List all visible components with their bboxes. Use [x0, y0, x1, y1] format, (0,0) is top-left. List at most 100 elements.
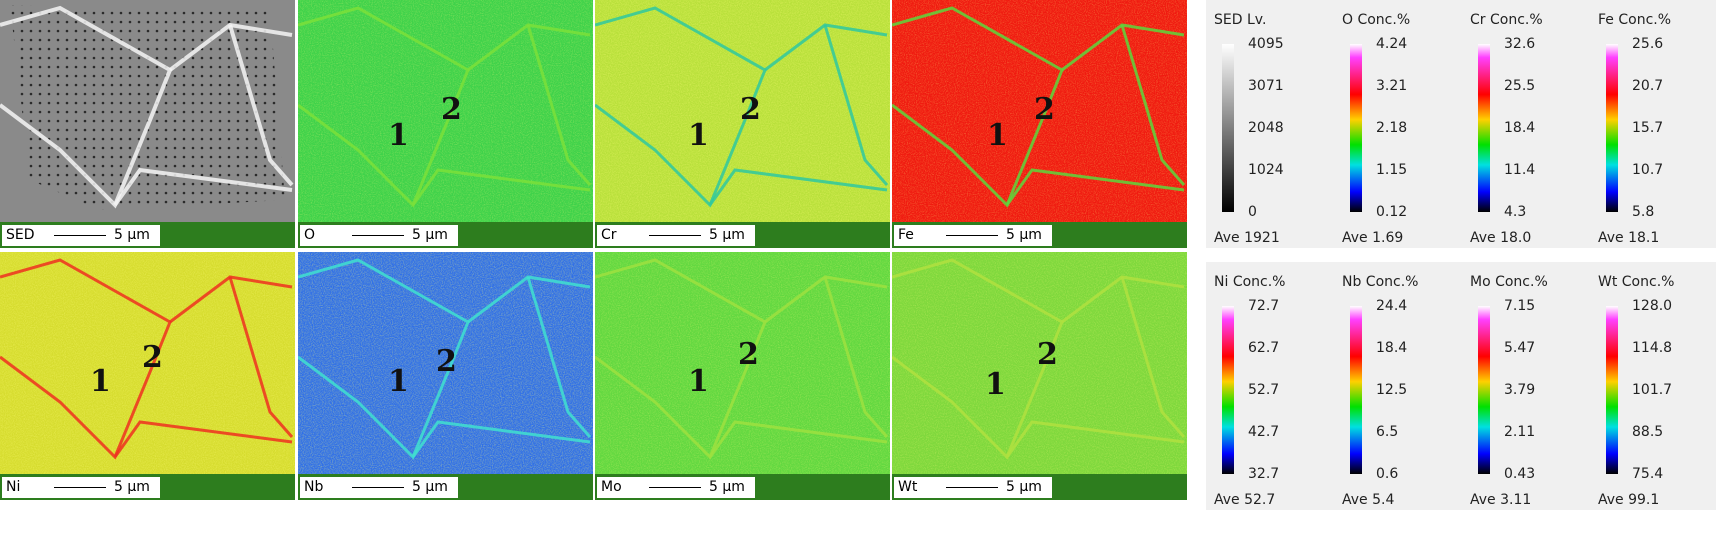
map-image	[0, 0, 295, 222]
point-label: 2	[740, 92, 761, 127]
colorbar-title: Wt Conc.%	[1598, 274, 1675, 290]
colorbar: Mo Conc.% 7.15 5.47 3.79 2.11 0.43 Ave 3.11	[1470, 262, 1595, 510]
colorbar: Nb Conc.% 24.4 18.4 12.5 6.5 0.6 Ave 5.4	[1342, 262, 1467, 510]
colorbar-average: Ave 18.0	[1470, 230, 1532, 246]
map-panel: 1 2 Fe 5 µm	[892, 0, 1187, 248]
map-image	[892, 0, 1187, 222]
scale-bar: Fe 5 µm	[892, 222, 1187, 248]
colorbar-tick: 25.5	[1504, 78, 1536, 94]
colorbar-title: Fe Conc.%	[1598, 12, 1672, 28]
point-label: 2	[1034, 92, 1055, 127]
colorbar-tick: 75.4	[1632, 466, 1664, 482]
scale-bar: Ni 5 µm	[0, 474, 295, 500]
colorbar: Ni Conc.% 72.7 62.7 52.7 42.7 32.7 Ave 52.7	[1214, 262, 1339, 510]
scale-box: Fe 5 µm	[894, 225, 1052, 246]
point-label: 1	[90, 364, 111, 399]
point-label: 1	[987, 118, 1008, 153]
scale-text: 5 µm	[114, 227, 150, 243]
colorbar: O Conc.% 4.24 3.21 2.18 1.15 0.12 Ave 1.69	[1342, 0, 1467, 248]
map-image	[595, 0, 890, 222]
map-image	[595, 252, 890, 474]
scale-rule	[352, 487, 404, 488]
colorbar-title: Ni Conc.%	[1214, 274, 1286, 290]
map-image	[298, 0, 593, 222]
scale-rule	[946, 487, 998, 488]
colorbar-tick: 6.5	[1376, 424, 1399, 440]
colorbar-strip	[1478, 44, 1490, 212]
colorbar-title: Nb Conc.%	[1342, 274, 1419, 290]
colorbar-tick: 62.7	[1248, 340, 1280, 356]
scale-rule	[54, 235, 106, 236]
scale-box: Wt 5 µm	[894, 477, 1052, 498]
scale-text: 5 µm	[1006, 227, 1042, 243]
colorbar: Fe Conc.% 25.6 20.7 15.7 10.7 5.8 Ave 18.1	[1598, 0, 1718, 248]
point-label: 1	[388, 118, 409, 153]
map-image	[298, 252, 593, 474]
point-label: 2	[738, 337, 759, 372]
colorbar-strip	[1478, 306, 1490, 474]
map-panel: 1 2 Cr 5 µm	[595, 0, 890, 248]
scale-rule	[649, 487, 701, 488]
map-label: O	[304, 227, 316, 243]
colorbar-tick: 18.4	[1504, 120, 1536, 136]
colorbar-average: Ave 1.69	[1342, 230, 1404, 246]
map-image	[892, 252, 1187, 474]
scale-bar: O 5 µm	[298, 222, 593, 248]
scale-box: Mo 5 µm	[597, 477, 755, 498]
colorbar: SED Lv. 4095 3071 2048 1024 0 Ave 1921	[1214, 0, 1339, 248]
map-label: SED	[6, 227, 35, 243]
map-label: Mo	[601, 479, 622, 495]
colorbar-tick: 11.4	[1504, 162, 1536, 178]
scale-box: O 5 µm	[300, 225, 458, 246]
colorbar-tick: 128.0	[1632, 298, 1673, 314]
colorbar-tick: 4095	[1248, 36, 1284, 52]
scale-text: 5 µm	[709, 227, 745, 243]
colorbar-tick: 18.4	[1376, 340, 1408, 356]
scale-bar: Mo 5 µm	[595, 474, 890, 500]
colorbar-average: Ave 3.11	[1470, 492, 1532, 508]
colorbar-title: SED Lv.	[1214, 12, 1267, 28]
colorbar-tick: 72.7	[1248, 298, 1280, 314]
colorbar-tick: 4.3	[1504, 204, 1527, 220]
colorbar-tick: 4.24	[1376, 36, 1408, 52]
colorbar-strip	[1350, 44, 1362, 212]
scale-text: 5 µm	[412, 227, 448, 243]
colorbar-tick: 5.47	[1504, 340, 1536, 356]
scale-text: 5 µm	[412, 479, 448, 495]
colorbar-title: O Conc.%	[1342, 12, 1411, 28]
colorbar-tick: 7.15	[1504, 298, 1536, 314]
colorbar-strip	[1350, 306, 1362, 474]
colorbar-tick: 0.43	[1504, 466, 1536, 482]
map-image	[0, 252, 295, 474]
point-label: 2	[1037, 337, 1058, 372]
colorbar-tick: 12.5	[1376, 382, 1408, 398]
colorbar-tick: 2048	[1248, 120, 1284, 136]
colorbar-tick: 52.7	[1248, 382, 1280, 398]
colorbar-legend: Ni Conc.% 72.7 62.7 52.7 42.7 32.7 Ave 52.7 Nb …	[1206, 262, 1716, 510]
map-panel: 1 2 Wt 5 µm	[892, 252, 1187, 500]
scale-bar: Nb 5 µm	[298, 474, 593, 500]
scale-box: Ni 5 µm	[2, 477, 160, 498]
point-label: 2	[142, 340, 163, 375]
colorbar: Cr Conc.% 32.6 25.5 18.4 11.4 4.3 Ave 18.0	[1470, 0, 1595, 248]
colorbar-tick: 0.6	[1376, 466, 1399, 482]
scale-box: Nb 5 µm	[300, 477, 458, 498]
colorbar-tick: 3071	[1248, 78, 1284, 94]
point-label: 1	[985, 367, 1006, 402]
colorbar-average: Ave 52.7	[1214, 492, 1276, 508]
colorbar-title: Mo Conc.%	[1470, 274, 1548, 290]
colorbar-tick: 2.18	[1376, 120, 1408, 136]
map-label: Wt	[898, 479, 918, 495]
point-label: 1	[388, 364, 409, 399]
colorbar-tick: 24.4	[1376, 298, 1408, 314]
colorbar-average: Ave 5.4	[1342, 492, 1395, 508]
point-label: 1	[688, 118, 709, 153]
point-label: 2	[441, 92, 462, 127]
colorbar-legend: SED Lv. 4095 3071 2048 1024 0 Ave 1921 O Conc.%…	[1206, 0, 1716, 248]
colorbar-average: Ave 18.1	[1598, 230, 1660, 246]
colorbar-tick: 32.7	[1248, 466, 1280, 482]
colorbar-average: Ave 99.1	[1598, 492, 1660, 508]
colorbar-tick: 10.7	[1632, 162, 1664, 178]
colorbar-tick: 25.6	[1632, 36, 1664, 52]
